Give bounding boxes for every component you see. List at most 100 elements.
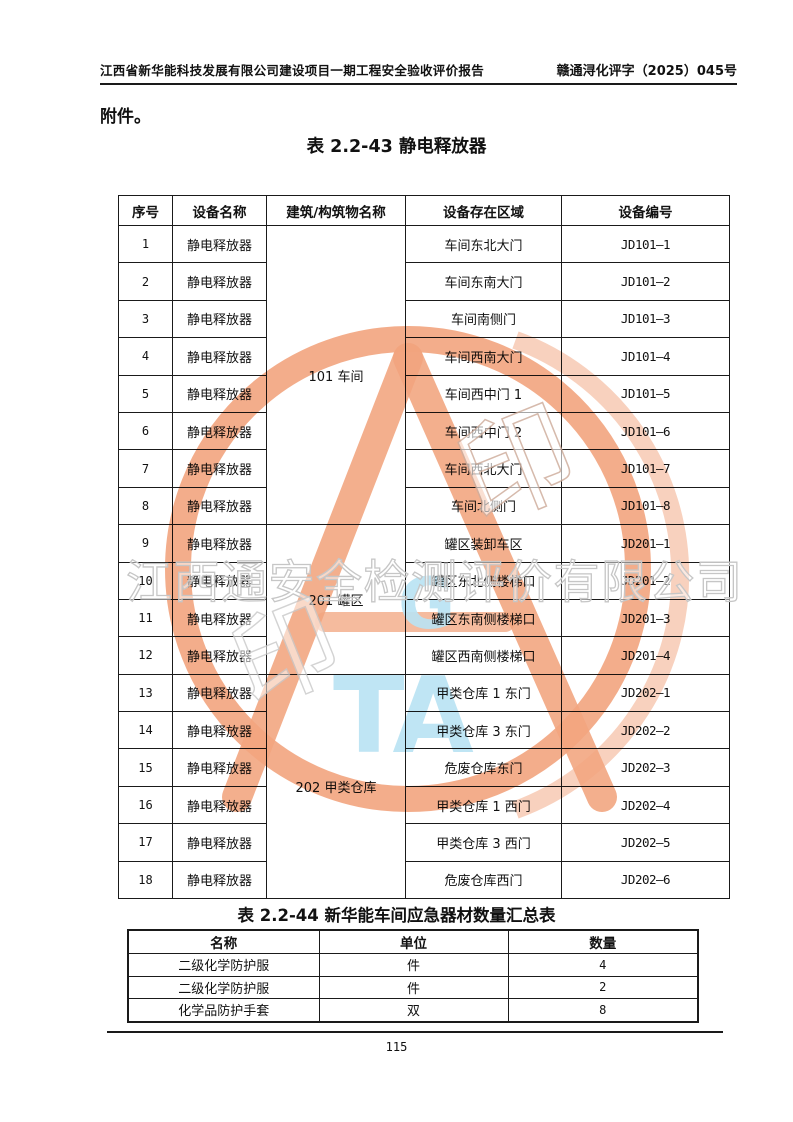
- row-no: 17: [118, 823, 173, 862]
- row-no: 3: [118, 299, 173, 339]
- table-row: 16 静电释放器 甲类仓库 1 西门 JD202—4: [118, 785, 730, 825]
- device-area: 车间东北大门: [405, 224, 562, 264]
- device-code: JD101—4: [561, 337, 730, 376]
- table-row: 12 静电释放器 罐区西南侧楼梯口 JD201—4: [118, 636, 730, 675]
- emergency-equipment-table: 名称 单位 数量 二级化学防护服 件 4 二级化学防护服 件 2 化学品防护手套: [127, 929, 699, 1023]
- col-header-device: 设备名称: [172, 195, 267, 226]
- device-code: JD202—6: [561, 860, 730, 900]
- device-code: JD101—5: [561, 374, 730, 413]
- item-qty: 8: [507, 998, 699, 1022]
- device-code: JD101—8: [561, 486, 730, 526]
- device-area: 车间西北大门: [405, 449, 562, 488]
- device-area: 车间西中门 1: [405, 374, 562, 413]
- device-code: JD101—3: [561, 299, 730, 339]
- table-row: 5 静电释放器 车间西中门 1 JD101—5: [118, 374, 730, 413]
- row-no: 12: [118, 636, 173, 675]
- device-name: 静电释放器: [172, 748, 267, 787]
- col-header-name: 名称: [127, 929, 320, 954]
- item-name: 化学品防护手套: [127, 998, 320, 1022]
- device-name: 静电释放器: [172, 636, 267, 675]
- table-row: 17 静电释放器 甲类仓库 3 西门 JD202—5: [118, 823, 730, 862]
- col-header-code: 设备编号: [561, 195, 730, 226]
- row-no: 16: [118, 785, 173, 825]
- device-name: 静电释放器: [172, 561, 267, 600]
- device-name: 静电释放器: [172, 374, 267, 413]
- item-unit: 件: [318, 975, 509, 999]
- table-row: 9 静电释放器 201 罐区 罐区装卸车区 JD201—1: [118, 524, 730, 675]
- device-name: 静电释放器: [172, 337, 267, 376]
- device-area: 车间西南大门: [405, 337, 562, 376]
- item-qty: 4: [507, 953, 699, 977]
- row-no: 2: [118, 262, 173, 301]
- device-code: JD101—7: [561, 449, 730, 488]
- device-code: JD201—3: [561, 598, 730, 638]
- device-name: 静电释放器: [172, 785, 267, 825]
- table-row: 11 静电释放器 罐区东南侧楼梯口 JD201—3: [118, 598, 730, 638]
- device-name: 静电释放器: [172, 262, 267, 301]
- col-header-unit: 单位: [318, 929, 509, 954]
- col-header-building: 建筑/构筑物名称: [266, 195, 406, 226]
- table-row: 7 静电释放器 车间西北大门 JD101—7: [118, 449, 730, 488]
- device-area: 甲类仓库 3 东门: [405, 711, 562, 750]
- col-header-qty: 数量: [507, 929, 699, 954]
- device-area: 甲类仓库 3 西门: [405, 823, 562, 862]
- device-name: 静电释放器: [172, 673, 267, 713]
- device-area: 危废仓库东门: [405, 748, 562, 787]
- device-code: JD101—1: [561, 224, 730, 264]
- item-name: 二级化学防护服: [127, 975, 320, 999]
- table-row: 18 静电释放器 危废仓库西门 JD202—6: [118, 860, 730, 900]
- table-row: 15 静电释放器 危废仓库东门 JD202—3: [118, 748, 730, 787]
- device-area: 危废仓库西门: [405, 860, 562, 900]
- device-name: 静电释放器: [172, 860, 267, 900]
- item-unit: 件: [318, 953, 509, 977]
- item-qty: 2: [507, 975, 699, 999]
- col-header-area: 设备存在区域: [405, 195, 562, 226]
- table-row: 二级化学防护服 件 4: [127, 953, 699, 977]
- device-code: JD101—2: [561, 262, 730, 301]
- table-row: 2 静电释放器 车间东南大门 JD101—2: [118, 262, 730, 301]
- table-row: 14 静电释放器 甲类仓库 3 东门 JD202—2: [118, 711, 730, 750]
- device-code: JD201—4: [561, 636, 730, 675]
- item-unit: 双: [318, 998, 509, 1022]
- row-no: 1: [118, 224, 173, 264]
- row-no: 8: [118, 486, 173, 526]
- device-area: 罐区装卸车区: [405, 524, 562, 563]
- device-code: JD202—2: [561, 711, 730, 750]
- device-area: 车间北侧门: [405, 486, 562, 526]
- row-no: 7: [118, 449, 173, 488]
- table-row: 4 静电释放器 车间西南大门 JD101—4: [118, 337, 730, 376]
- footer-rule: [107, 1031, 723, 1033]
- page-header: 江西省新华能科技发展有限公司建设项目一期工程安全验收评价报告 赣通浔化评字（20…: [100, 60, 737, 85]
- device-name: 静电释放器: [172, 711, 267, 750]
- device-code: JD101—6: [561, 411, 730, 451]
- table-row: 1 静电释放器 101 车间 车间东北大门 JD101—1: [118, 224, 730, 526]
- row-no: 13: [118, 673, 173, 713]
- device-area: 甲类仓库 1 西门: [405, 785, 562, 825]
- row-no: 11: [118, 598, 173, 638]
- building-201: 201 罐区: [266, 524, 406, 675]
- row-no: 4: [118, 337, 173, 376]
- row-no: 14: [118, 711, 173, 750]
- device-name: 静电释放器: [172, 524, 267, 563]
- device-code: JD202—3: [561, 748, 730, 787]
- row-no: 6: [118, 411, 173, 451]
- device-name: 静电释放器: [172, 299, 267, 339]
- device-area: 车间东南大门: [405, 262, 562, 301]
- table-row: 3 静电释放器 车间南侧门 JD101—3: [118, 299, 730, 339]
- col-header-no: 序号: [118, 195, 173, 226]
- row-no: 15: [118, 748, 173, 787]
- building-202: 202 甲类仓库: [266, 673, 406, 900]
- header-doc-number: 赣通浔化评字（2025）045号: [556, 64, 737, 79]
- table-row: 13 静电释放器 202 甲类仓库 甲类仓库 1 东门 JD202—1: [118, 673, 730, 900]
- device-area: 罐区西南侧楼梯口: [405, 636, 562, 675]
- device-area: 罐区东南侧楼梯口: [405, 598, 562, 638]
- table-row: 8 静电释放器 车间北侧门 JD101—8: [118, 486, 730, 526]
- table-row: 6 静电释放器 车间西中门 2 JD101—6: [118, 411, 730, 451]
- table-row: 二级化学防护服 件 2: [127, 975, 699, 999]
- item-name: 二级化学防护服: [127, 953, 320, 977]
- table-row: 化学品防护手套 双 8: [127, 998, 699, 1022]
- device-name: 静电释放器: [172, 224, 267, 264]
- device-name: 静电释放器: [172, 486, 267, 526]
- device-area: 车间南侧门: [405, 299, 562, 339]
- row-no: 9: [118, 524, 173, 563]
